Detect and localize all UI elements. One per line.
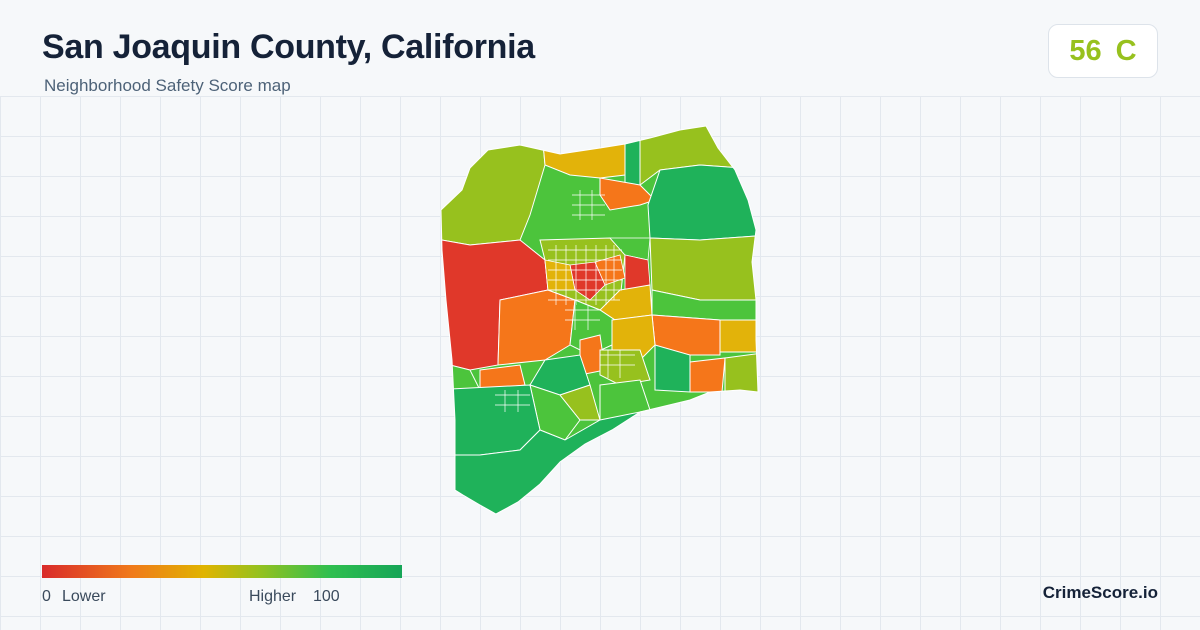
page-subtitle: Neighborhood Safety Score map — [44, 76, 291, 95]
legend-max: 100 — [313, 588, 340, 605]
tract-east-yellow — [719, 319, 758, 353]
tract-east-mid — [649, 234, 758, 301]
tract-north-strip — [624, 126, 641, 186]
legend-gradient-bar — [42, 565, 402, 578]
tract-tracy — [441, 384, 541, 456]
tract-east-orange2 — [689, 357, 726, 393]
page-title: San Joaquin County, California — [42, 28, 535, 66]
legend-min: 0 — [42, 588, 51, 605]
score-badge: 56 C — [1048, 24, 1158, 78]
tract-central-yellow — [611, 314, 656, 361]
tract-east-green — [654, 344, 691, 393]
tract-stockton-east-red — [624, 254, 651, 291]
legend-high-label: Higher — [249, 588, 297, 605]
urban-tract-lines — [495, 190, 635, 412]
score-value: 56 — [1069, 34, 1102, 67]
tract-east-north — [647, 164, 758, 241]
tract-east-ripon — [724, 351, 758, 396]
legend-labels: 0 Lower Higher 100 — [42, 588, 342, 608]
brand-logo-text: CrimeScore.io — [1042, 583, 1158, 602]
legend-low-label: Lower — [62, 588, 106, 605]
tract-north-orange — [539, 126, 626, 179]
score-grade: C — [1115, 34, 1137, 67]
